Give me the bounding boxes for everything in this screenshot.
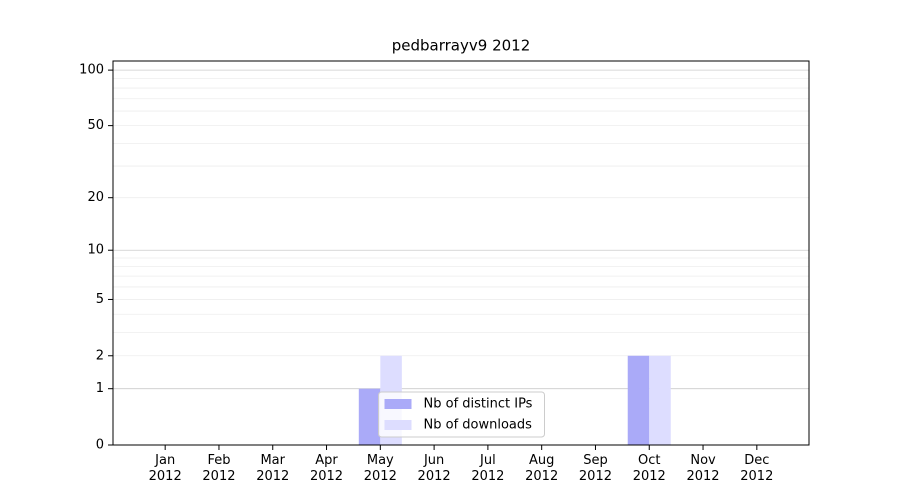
x-tick-label: Aug 2012 bbox=[525, 453, 559, 484]
x-tick-label: Jun 2012 bbox=[417, 453, 451, 484]
x-tick-label: Jul 2012 bbox=[471, 453, 505, 484]
x-tick-label: Sep 2012 bbox=[578, 453, 612, 484]
legend-label: Nb of distinct IPs bbox=[424, 397, 533, 412]
x-tick-label: Oct 2012 bbox=[632, 453, 666, 484]
y-tick-label: 20 bbox=[87, 190, 104, 205]
x-tick-label: Mar 2012 bbox=[256, 453, 290, 484]
y-tick-label: 10 bbox=[87, 243, 104, 258]
y-tick-label: 2 bbox=[96, 348, 104, 363]
chart-title: pedbarrayv9 2012 bbox=[392, 37, 531, 55]
bar bbox=[627, 355, 650, 445]
bar bbox=[649, 355, 671, 445]
y-tick-label: 0 bbox=[96, 438, 104, 453]
y-tick-label: 100 bbox=[79, 63, 104, 78]
x-tick-label: Feb 2012 bbox=[202, 453, 236, 484]
y-tick-label: 5 bbox=[96, 292, 104, 307]
x-tick-label: Nov 2012 bbox=[686, 453, 720, 484]
legend-box bbox=[378, 391, 545, 438]
y-tick-label: 1 bbox=[96, 381, 104, 396]
plot-frame bbox=[112, 60, 810, 446]
legend-swatch bbox=[384, 420, 412, 430]
legend-swatch bbox=[384, 399, 412, 409]
legend: Nb of distinct IPs Nb of downloads bbox=[378, 391, 545, 438]
x-tick-label: Dec 2012 bbox=[740, 453, 774, 484]
x-tick-label: Jan 2012 bbox=[148, 453, 182, 484]
y-tick-label: 50 bbox=[87, 118, 104, 133]
bar bbox=[358, 388, 381, 445]
legend-label: Nb of downloads bbox=[424, 418, 533, 433]
x-tick-label: Apr 2012 bbox=[309, 453, 344, 484]
x-tick-label: May 2012 bbox=[363, 453, 397, 484]
